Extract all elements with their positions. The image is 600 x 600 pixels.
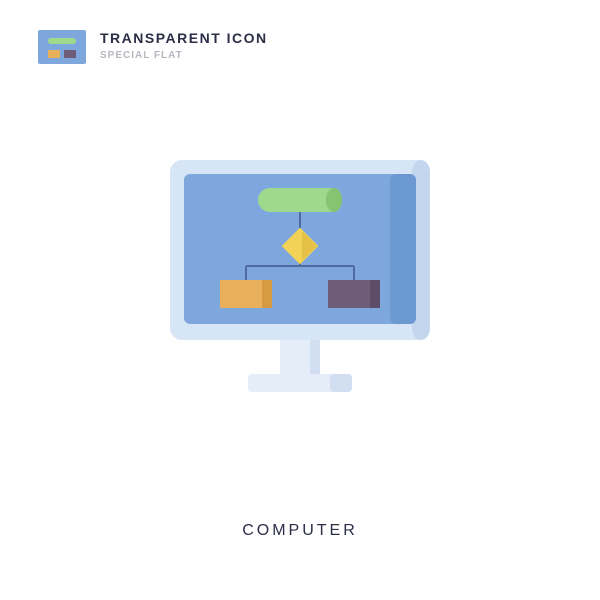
monitor-screen-shade (390, 174, 416, 324)
header-subtitle: SPECIAL FLAT (100, 50, 268, 63)
flowchart-leaf-left-shade (262, 280, 272, 308)
header: TRANSPARENT ICON SPECIAL FLAT (38, 30, 268, 64)
icon-stage (0, 140, 600, 440)
monitor-neck-shade (310, 340, 320, 374)
flowchart-root-shade (326, 188, 342, 212)
computer-flowchart-icon (150, 140, 450, 440)
thumbnail-icon (38, 30, 86, 64)
monitor-base-shade (330, 374, 352, 392)
icon-caption: COMPUTER (0, 522, 600, 540)
flowchart-leaf-right-shade (370, 280, 380, 308)
header-title: TRANSPARENT ICON (100, 30, 268, 48)
header-text: TRANSPARENT ICON SPECIAL FLAT (100, 30, 268, 62)
